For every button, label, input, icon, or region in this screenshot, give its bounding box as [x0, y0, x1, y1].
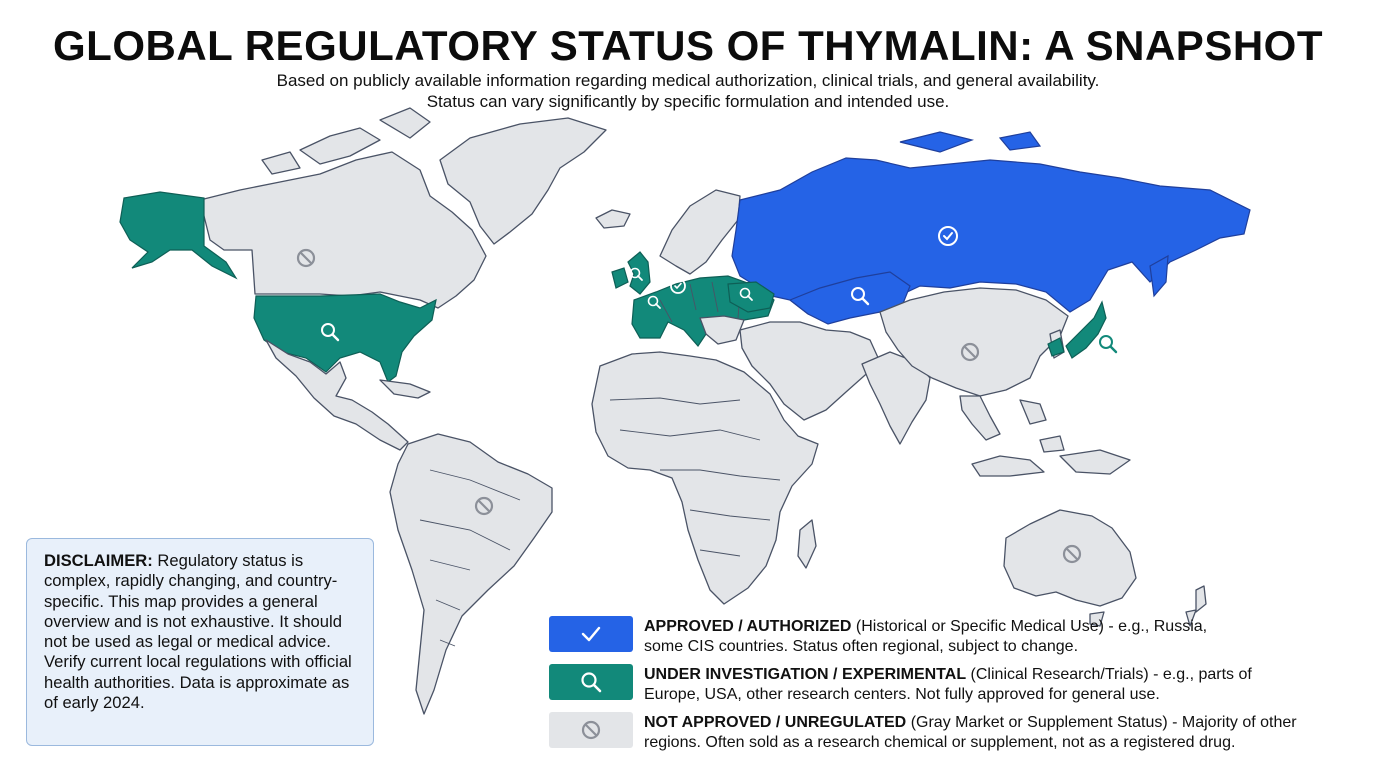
region-new-zealand [1185, 585, 1207, 627]
legend-desc-approved-2: some CIS countries. Status often regiona… [644, 637, 1079, 655]
region-alaska[interactable] [119, 191, 238, 280]
legend-desc-not-approved-1: (Gray Market or Supplement Status) - Maj… [910, 714, 1297, 731]
region-usa[interactable] [253, 293, 437, 383]
south-america-prohibited-icon [474, 496, 494, 516]
region-scandinavia[interactable] [659, 189, 741, 275]
europe-search-icon [647, 295, 661, 309]
border-africa [609, 397, 781, 557]
region-madagascar [797, 519, 817, 569]
region-australia[interactable] [1003, 509, 1137, 607]
region-caribbean [379, 379, 431, 399]
disclaimer-text: Regulatory status is complex, rapidly ch… [44, 551, 352, 713]
japan-search-icon [1099, 335, 1118, 354]
search-icon [581, 672, 602, 693]
border-europe [659, 281, 741, 323]
region-arctic-islands [261, 107, 431, 175]
europe-check-icon [670, 278, 686, 294]
australia-prohibited-icon [1062, 544, 1082, 564]
legend-swatch-approved [549, 616, 633, 652]
border-south-america [419, 469, 521, 647]
uk-search-icon [629, 267, 643, 281]
region-siberia-islands [899, 131, 1042, 153]
region-balkans [699, 315, 745, 345]
legend-item-approved: APPROVED / AUTHORIZED (Historical or Spe… [549, 616, 1349, 655]
region-japan[interactable] [1065, 300, 1107, 359]
region-china[interactable] [879, 287, 1069, 397]
region-south-america[interactable] [389, 433, 553, 715]
legend-text-not-approved: NOT APPROVED / UNREGULATED (Gray Market … [644, 713, 1364, 752]
check-icon [581, 626, 601, 642]
canada-prohibited-icon [296, 248, 316, 268]
legend-label-approved: APPROVED / AUTHORIZED [644, 618, 852, 635]
usa-search-icon [321, 323, 340, 342]
ukraine-search-icon [739, 287, 753, 301]
region-southeast-asia[interactable] [959, 395, 1047, 441]
legend-label-not-approved: NOT APPROVED / UNREGULATED [644, 714, 907, 731]
region-mexico-central-america[interactable] [265, 339, 409, 451]
china-prohibited-icon [960, 342, 980, 362]
legend-item-investigation: UNDER INVESTIGATION / EXPERIMENTAL (Clin… [549, 664, 1349, 703]
legend-text-approved: APPROVED / AUTHORIZED (Historical or Spe… [644, 617, 1364, 656]
disclaimer-heading: DISCLAIMER: [44, 551, 153, 570]
legend-swatch-investigation [549, 664, 633, 700]
region-ukraine[interactable] [727, 281, 775, 313]
kazakhstan-search-icon [851, 287, 870, 306]
subtitle-line-2: Status can vary significantly by specifi… [426, 92, 950, 111]
region-middle-east[interactable] [739, 321, 881, 421]
region-japan-south [1047, 337, 1065, 357]
legend-desc-approved-1: (Historical or Specific Medical Use) - e… [855, 618, 1208, 635]
legend-text-investigation: UNDER INVESTIGATION / EXPERIMENTAL (Clin… [644, 665, 1364, 704]
map-title: GLOBAL REGULATORY STATUS OF THYMALIN: A … [53, 22, 1323, 69]
russia-check-icon [938, 226, 958, 246]
region-africa[interactable] [591, 351, 819, 605]
region-iceland [595, 209, 631, 229]
region-indonesia [971, 435, 1131, 477]
region-tasmania [1089, 611, 1105, 627]
region-ireland[interactable] [611, 267, 629, 289]
disclaimer-box: DISCLAIMER: Regulatory status is complex… [26, 538, 374, 746]
legend-label-investigation: UNDER INVESTIGATION / EXPERIMENTAL [644, 666, 967, 683]
legend-desc-not-approved-2: regions. Often sold as a research chemic… [644, 733, 1236, 751]
prohibited-icon [581, 720, 601, 740]
legend-item-not-approved: NOT APPROVED / UNREGULATED (Gray Market … [549, 712, 1349, 751]
region-kamchatka [1149, 254, 1169, 298]
region-greenland[interactable] [439, 117, 607, 245]
subtitle-line-1: Based on publicly available information … [276, 71, 1100, 90]
region-canada[interactable] [199, 151, 487, 309]
legend-desc-investigation-1: (Clinical Research/Trials) - e.g., parts… [970, 666, 1252, 683]
legend-swatch-not-approved [549, 712, 633, 748]
map-subtitle: Based on publicly available information … [0, 70, 1376, 112]
legend-desc-investigation-2: Europe, USA, other research centers. Not… [644, 685, 1160, 703]
